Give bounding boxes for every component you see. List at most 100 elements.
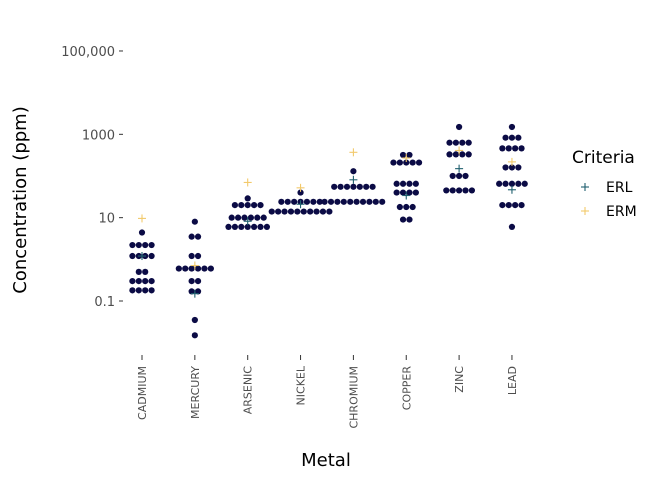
data-point [148,241,155,249]
data-point [465,151,472,158]
x-axis-title: Metal [301,450,351,471]
data-point [512,145,519,152]
data-point [307,208,314,215]
legend-key-erl [581,183,589,191]
erl-marker [455,164,464,173]
data-point [142,268,149,275]
data-point [194,265,202,272]
data-point [399,189,407,196]
data-point [281,208,288,215]
data-point [406,189,413,196]
data-point [443,187,450,194]
data-point [403,203,410,211]
data-point [263,223,270,231]
data-point [449,187,456,194]
data-point [327,198,335,205]
data-point [499,202,506,209]
data-point [235,214,242,221]
data-point [508,164,516,171]
data-point [353,198,360,205]
data-point [415,159,423,166]
data-point [412,189,419,196]
data-point [399,180,407,187]
data-point [191,316,198,324]
data-point [300,208,307,215]
erl-marker [349,175,358,184]
data-point [334,198,341,205]
data-point [347,198,354,205]
data-point [456,187,463,194]
data-point [142,241,149,249]
data-point [129,278,136,285]
x-tick-label: CADMIUM [136,366,149,420]
data-point [406,216,413,223]
data-point [313,208,320,215]
data-point [512,202,519,209]
data-point [515,164,522,171]
data-point [191,332,198,339]
data-point [291,198,298,205]
data-point [390,159,397,166]
legend-label-erl: ERL [606,180,633,196]
data-point [515,180,522,187]
data-point [508,123,516,131]
data-point [257,202,264,209]
data-point [228,214,235,221]
data-point [412,180,419,187]
data-point [518,145,525,152]
x-tick-label: LEAD [506,366,519,395]
data-point [194,233,202,240]
data-point [446,151,453,158]
y-axis-title: Concentration (ppm) [10,106,31,294]
data-point [260,214,267,221]
data-point [310,198,317,205]
data-point [247,214,254,221]
data-point [508,180,516,187]
data-point [502,134,509,141]
data-point [319,208,327,215]
erm-marker [507,157,516,166]
data-point [188,278,195,285]
x-tick-label: CHROMIUM [347,366,360,429]
x-tick-label: ZINC [453,366,466,393]
data-point [468,187,475,194]
data-point [175,265,182,272]
data-point [142,278,149,285]
x-tick-label: ARSENIC [242,366,255,415]
data-point [359,198,367,205]
legend: Criteria ERL ERM [572,148,637,220]
erl-marker [402,191,411,200]
data-point [331,183,338,190]
data-point [449,172,456,180]
data-point [251,223,258,231]
data-point [505,202,512,209]
legend-title: Criteria [572,148,635,168]
data-point [194,278,202,285]
data-point [321,198,328,205]
data-point [409,203,416,211]
data-point [508,223,516,231]
data-point [275,208,282,215]
legend-label-erm: ERM [606,204,637,220]
data-point [148,278,155,285]
data-point [462,187,469,194]
data-point [356,183,363,190]
data-point [278,198,285,205]
data-point [148,287,155,294]
y-tick-label: 0.1 [94,295,115,310]
x-tick-label: NICKEL [295,365,308,405]
data-point [231,223,238,231]
data-point [129,241,136,249]
legend-key-erm [581,207,589,215]
data-point [182,265,189,272]
erl-marker [296,200,305,209]
data-point [268,208,275,215]
data-point [406,180,413,187]
erl-marker [190,289,199,298]
data-point [238,202,245,209]
data-point [326,208,333,215]
data-point [188,233,195,240]
data-point [201,265,208,272]
data-point [393,180,400,187]
